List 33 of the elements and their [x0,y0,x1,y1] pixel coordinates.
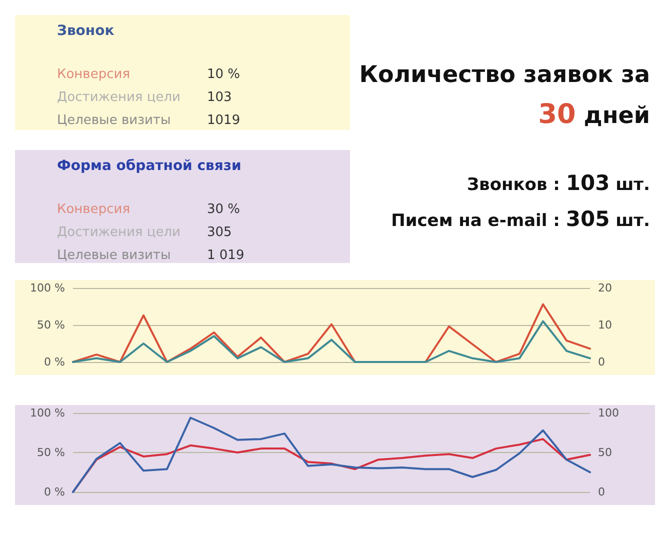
text: Форма обратной связи [57,158,242,174]
y-tick-label: 100 % [30,406,65,420]
text: 1019 [207,112,240,130]
text: Конверсия [57,201,132,219]
text: Звонок [57,23,116,39]
line-series [72,320,591,363]
y-tick-label: 50 % [37,446,65,459]
text: 10 % [207,66,240,84]
text: 305 [207,224,232,242]
text: 30 % [207,201,240,219]
line-series [72,303,591,363]
line-series [72,438,591,493]
text: 1 019 [207,247,244,265]
text: 103 [207,89,232,107]
text: Достижения цели [57,89,182,107]
y-tick-label: 0 % [44,486,65,498]
y2-tick-label: 20 [598,282,612,294]
text: Количество заявок за 30 дней [358,61,650,130]
y2-tick-label: 0 [598,486,605,498]
text: Писем на e-mail : 305 шт. [391,207,650,231]
text: Целевые визиты [57,112,172,130]
line-series [72,416,591,493]
y-tick-label: 50 % [37,318,65,332]
y-tick-label: 100 % [30,282,65,294]
y2-tick-label: 0 [598,356,605,368]
y-tick-label: 0 % [44,356,65,368]
text: Звонков : 103 шт. [466,171,650,195]
text: Целевые визиты [57,247,172,265]
text: Достижения цели [57,224,182,242]
text: Конверсия [57,66,132,84]
y2-tick-label: 50 [598,446,612,459]
y2-tick-label: 10 [598,318,612,332]
y2-tick-label: 100 [598,406,619,420]
